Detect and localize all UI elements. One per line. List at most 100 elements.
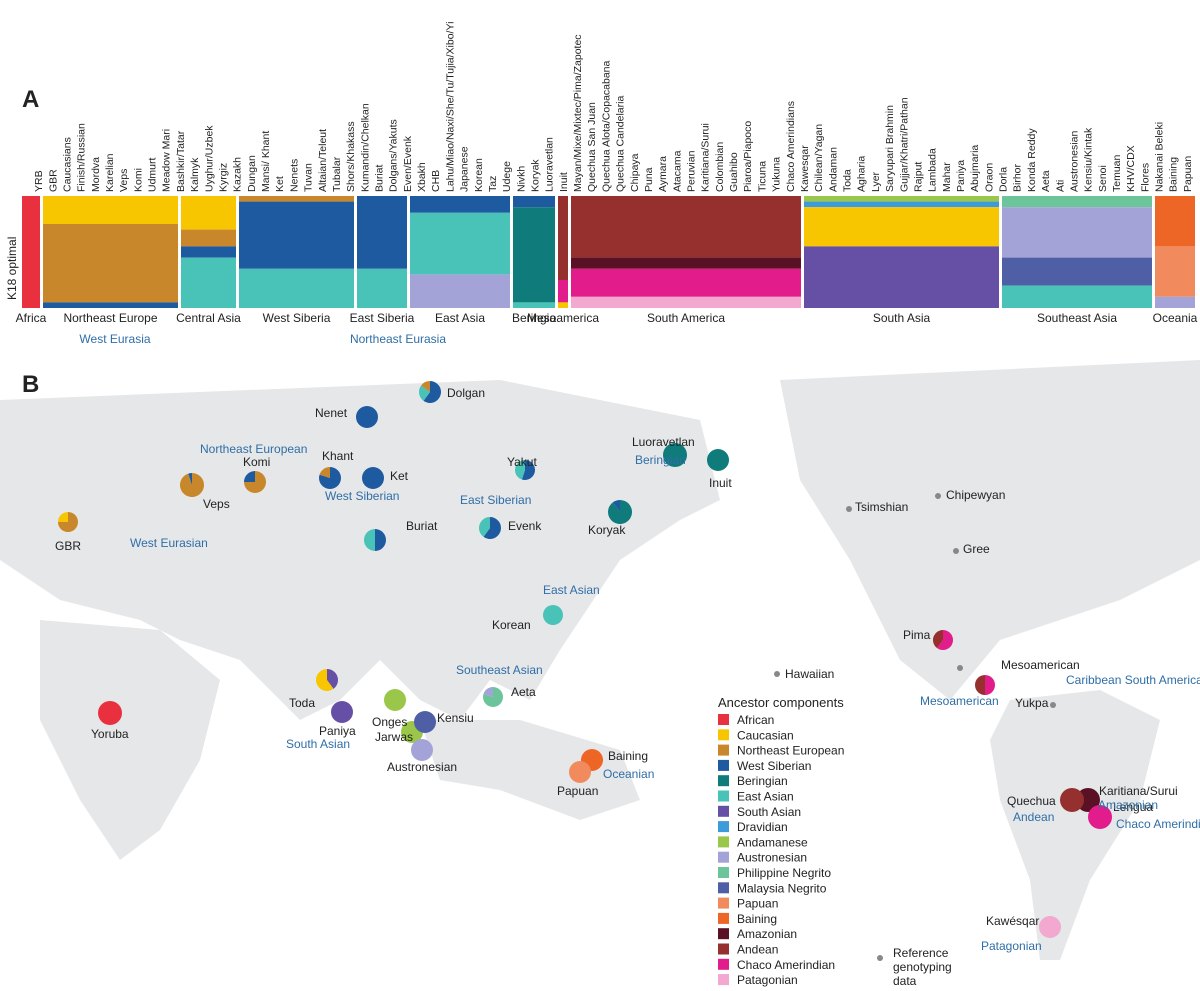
- legend-label: Chaco Amerindian: [737, 958, 835, 972]
- admixture-segment: [571, 296, 801, 308]
- population-label: Chipewyan: [946, 488, 1005, 502]
- population-label: Quechua Candelaria: [615, 96, 627, 192]
- region-label: South Asia: [873, 311, 931, 325]
- admixture-block: [239, 196, 354, 308]
- population-label: GBR: [55, 539, 81, 553]
- population-label: Dungan: [246, 155, 258, 192]
- admixture-segment: [181, 196, 236, 230]
- admixture-block: [1155, 196, 1195, 308]
- pie-slice: [188, 473, 192, 485]
- population-label: Quechua San Juan: [586, 102, 598, 192]
- admixture-segment: [1002, 285, 1152, 308]
- admixture-segment: [1155, 196, 1195, 247]
- admixture-block: [804, 196, 999, 308]
- admixture-segment: [804, 201, 999, 208]
- legend-swatch: [718, 744, 729, 756]
- pie-slice: [483, 687, 503, 708]
- population-label: Pima: [903, 628, 931, 642]
- group-label: Amazonian: [1098, 798, 1158, 812]
- population-label: Koryak: [588, 523, 626, 537]
- admixture-segment: [804, 246, 999, 308]
- reference-dot: [957, 665, 963, 671]
- admixture-segment: [513, 302, 555, 308]
- population-label: Paniya: [319, 724, 356, 738]
- pie-slice: [362, 467, 384, 489]
- pie-slice: [364, 529, 375, 551]
- admixture-segment: [43, 302, 178, 308]
- reference-dot: [846, 506, 852, 512]
- population-label: Temuan: [1111, 154, 1123, 192]
- population-label: Ati: [1054, 180, 1066, 192]
- pie-chart: [331, 701, 353, 723]
- population-label: Hawaiian: [785, 667, 834, 681]
- pie-slice: [421, 381, 430, 392]
- panel-b-label: B: [22, 371, 39, 398]
- admixture-segment: [513, 196, 555, 208]
- population-label: Ket: [390, 469, 409, 483]
- pie-chart: [364, 529, 386, 551]
- pie-chart: [608, 500, 633, 525]
- admixture-segment: [357, 268, 407, 308]
- population-label: Tubalar: [331, 156, 343, 192]
- pie-slice: [932, 630, 943, 649]
- group-label: Caribbean South America: [1066, 673, 1200, 687]
- admixture-segment: [513, 207, 555, 303]
- admixture-segment: [357, 196, 407, 269]
- population-label: Altaian/Teleut: [317, 129, 329, 192]
- legend-swatch: [718, 821, 729, 833]
- legend-swatch: [718, 851, 729, 863]
- admixture-segment: [558, 280, 568, 303]
- admixture-block: [558, 196, 568, 308]
- admixture-block: [571, 196, 801, 308]
- admixture-block: [43, 196, 178, 308]
- pie-slice: [1060, 788, 1084, 812]
- admixture-segment: [181, 229, 236, 247]
- population-label: Colombian: [714, 142, 726, 192]
- legend-label: East Asian: [737, 790, 794, 804]
- admixture-segment: [571, 257, 801, 269]
- population-label: Kyrgiz: [217, 163, 229, 192]
- pie-chart: [514, 460, 535, 480]
- legend-label: Andean: [737, 943, 778, 957]
- pie-slice: [319, 467, 330, 478]
- pie-slice: [707, 449, 729, 471]
- admixture-segment: [558, 196, 568, 280]
- legend-label: Northeast European: [737, 744, 844, 758]
- admixture-segment: [804, 196, 999, 202]
- population-label: Quechua: [1007, 794, 1056, 808]
- pie-slice: [375, 529, 386, 551]
- population-label: Komi: [243, 455, 270, 469]
- population-label: Kawésqar: [986, 914, 1039, 928]
- population-label: Nivkh: [515, 166, 527, 192]
- population-label: Yukuna: [771, 157, 783, 192]
- pie-chart: [1039, 916, 1061, 938]
- population-label: Mansi/ Khant: [260, 131, 272, 192]
- population-label: Ket: [274, 176, 286, 192]
- population-label: CHB: [430, 170, 442, 192]
- population-label: KHV/CDX: [1125, 145, 1137, 192]
- legend-swatch: [718, 928, 729, 940]
- pie-chart: [975, 675, 995, 695]
- population-label: Karelian: [104, 153, 116, 192]
- population-label: Yakut: [507, 455, 537, 469]
- admixture-block: [513, 196, 555, 308]
- legend-swatch: [718, 759, 729, 771]
- population-label: Kumandin/Chelkan: [359, 103, 371, 192]
- pie-slice: [1039, 916, 1061, 938]
- population-label: Xbakh: [416, 162, 428, 192]
- admixture-segment: [1002, 257, 1152, 286]
- admixture-segment: [410, 274, 510, 308]
- pie-slice: [327, 669, 338, 689]
- legend-label: Austronesian: [737, 851, 807, 865]
- reference-dot: [1050, 702, 1056, 708]
- population-label: Uyghur/Uzbek: [203, 125, 215, 192]
- pie-slice: [1088, 805, 1112, 829]
- population-label: Bashkir/Tatar: [175, 130, 187, 192]
- pie-slice: [612, 500, 620, 512]
- pie-slice: [58, 512, 68, 522]
- population-label: Lahu/Miao/Naxi/She/Tu/Tujia/Xibo/Yi: [444, 22, 456, 192]
- pie-chart: [244, 471, 266, 493]
- pie-slice: [543, 605, 563, 625]
- admixture-segment: [1155, 246, 1195, 297]
